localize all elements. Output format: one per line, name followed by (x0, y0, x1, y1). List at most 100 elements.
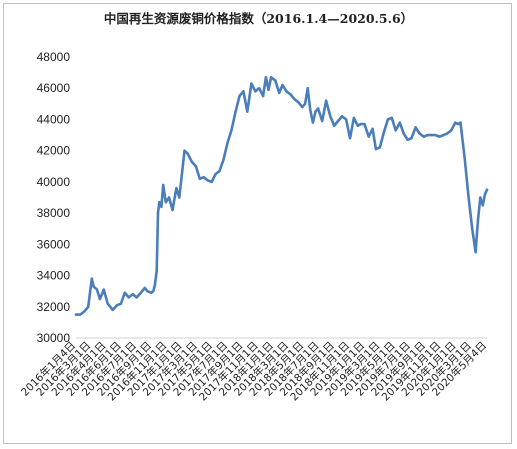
y-tick-label: 30000 (37, 331, 71, 345)
data-point (348, 137, 352, 140)
data-point (442, 133, 445, 137)
data-point (418, 132, 421, 135)
data-point (374, 147, 378, 151)
data-point (152, 290, 155, 293)
data-point (434, 133, 437, 137)
data-point (95, 288, 99, 291)
data-point (90, 277, 94, 280)
data-point (359, 122, 362, 126)
data-point (467, 196, 470, 199)
data-point (303, 102, 307, 106)
data-point (316, 107, 320, 110)
data-point (297, 101, 300, 104)
data-point (446, 132, 449, 135)
data-point (438, 135, 441, 138)
data-point (222, 158, 225, 162)
x-axis-labels: 2016年1月4日2016年3月1日2016年4月1日2016年6月1日2016… (18, 339, 489, 404)
data-point (175, 186, 178, 190)
data-point (254, 90, 257, 93)
data-point (131, 293, 134, 296)
data-point (167, 196, 171, 199)
data-point (202, 176, 205, 179)
data-point (321, 119, 324, 123)
data-point (139, 291, 143, 294)
data-point (426, 133, 429, 137)
data-point (371, 127, 374, 130)
data-point (402, 132, 405, 135)
data-point (311, 121, 315, 124)
data-point (363, 122, 366, 126)
data-point (206, 179, 209, 182)
data-point (102, 288, 106, 291)
data-point (382, 130, 386, 134)
data-point (143, 286, 146, 290)
data-point (474, 250, 477, 254)
data-point (309, 108, 312, 112)
data-point (306, 87, 309, 90)
data-point (463, 157, 466, 160)
data-point (261, 94, 265, 98)
data-point (83, 310, 86, 313)
data-point (214, 172, 217, 176)
data-point (264, 76, 268, 79)
data-point (456, 122, 460, 126)
data-point (250, 82, 253, 85)
data-point (119, 302, 123, 305)
y-tick-label: 44000 (37, 112, 71, 126)
y-tick-label: 36000 (37, 237, 71, 251)
data-point (356, 124, 359, 127)
data-point (414, 126, 417, 129)
data-point (430, 133, 433, 137)
data-point (160, 205, 163, 209)
y-tick-label: 48000 (37, 50, 71, 64)
data-point (410, 137, 413, 140)
data-point (87, 305, 90, 308)
y-tick-label: 42000 (37, 144, 71, 158)
data-point (481, 204, 484, 207)
chart-title: 中国再生资源废铜价格指数（2016.1.4—2020.5.6） (103, 11, 414, 26)
data-point (367, 135, 370, 138)
data-point (146, 290, 149, 293)
data-point (74, 313, 78, 316)
data-point (183, 149, 186, 152)
data-point (127, 296, 130, 299)
data-point (180, 172, 184, 176)
data-point (226, 141, 229, 145)
data-point (162, 183, 165, 187)
data-point (454, 121, 457, 124)
data-point (333, 124, 336, 127)
data-point (230, 129, 233, 132)
data-point (314, 110, 317, 113)
data-point (329, 115, 332, 118)
data-point (274, 79, 277, 82)
data-point (153, 283, 157, 287)
data-point (450, 129, 453, 132)
data-point (190, 160, 193, 163)
data-point (301, 105, 304, 109)
series-layer (74, 76, 489, 316)
data-point (106, 302, 109, 305)
data-point (269, 76, 273, 79)
data-point (483, 193, 487, 196)
y-tick-label: 46000 (37, 81, 71, 95)
data-point (406, 138, 409, 141)
data-point (98, 297, 102, 301)
data-point (281, 83, 284, 87)
data-point (158, 201, 161, 204)
data-point (234, 110, 237, 113)
data-point (459, 121, 462, 124)
data-point (186, 152, 189, 155)
data-point (278, 91, 281, 95)
data-point (135, 296, 138, 299)
data-point (218, 169, 221, 173)
data-point (324, 99, 328, 102)
data-point (92, 285, 95, 288)
y-tick-label: 40000 (37, 175, 71, 189)
data-point (164, 201, 167, 204)
series-line (74, 76, 489, 316)
data-point (344, 118, 348, 121)
data-point (285, 90, 288, 93)
data-point (422, 135, 425, 138)
data-point (352, 116, 356, 120)
